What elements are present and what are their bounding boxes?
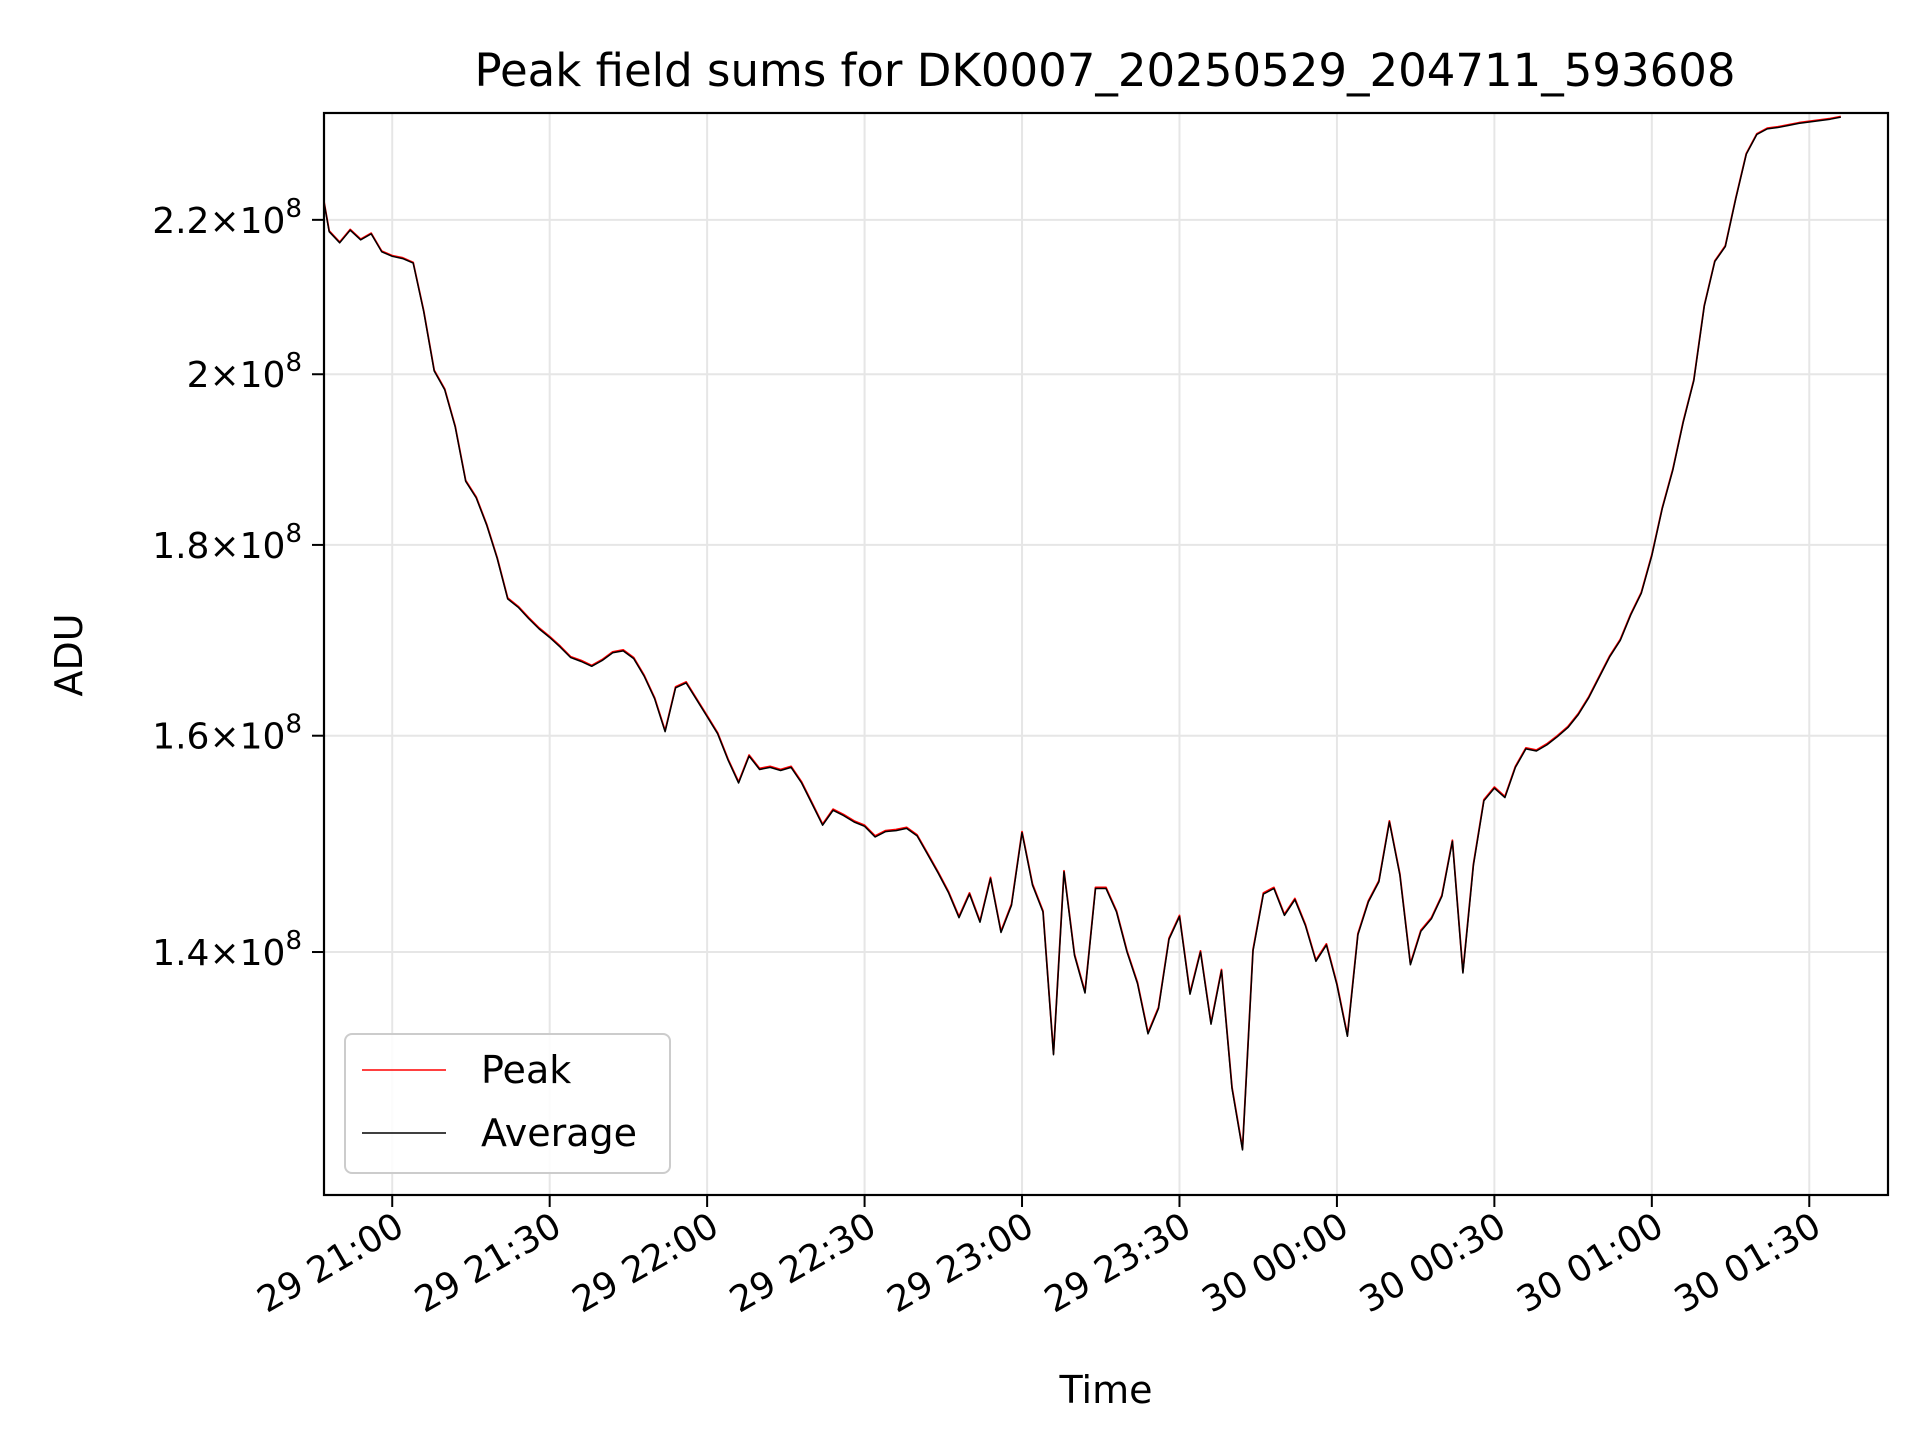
y-tick-exponent: 8 (285, 519, 302, 549)
x-axis-label: Time (1059, 1368, 1153, 1412)
y-tick-times: ×10 (209, 933, 285, 974)
y-tick-times: ×10 (209, 355, 285, 396)
y-tick-exponent: 8 (285, 348, 302, 378)
chart-title: Peak field sums for DK0007_20250529_2047… (474, 44, 1735, 97)
grid-lines (324, 113, 1888, 1195)
y-tick-mantissa: 1.6 (152, 717, 209, 758)
y-tick-times: ×10 (209, 526, 285, 567)
y-tick-label: 2.2×108 (152, 194, 302, 242)
series-line-average (323, 116, 1841, 1151)
legend-label-peak: Peak (481, 1048, 571, 1092)
y-tick-mantissa: 1.4 (152, 933, 209, 974)
y-tick-exponent: 8 (285, 194, 302, 224)
y-tick-mantissa: 2.2 (152, 201, 209, 242)
y-tick-times: ×10 (209, 717, 285, 758)
legend-box (344, 1033, 671, 1174)
y-tick-label: 1.8×108 (152, 519, 302, 567)
y-tick-label: 1.4×108 (152, 926, 302, 974)
y-tick-mantissa: 2 (187, 355, 210, 396)
y-tick-times: ×10 (209, 201, 285, 242)
legend: Peak Average (344, 1033, 671, 1174)
y-tick-exponent: 8 (285, 710, 302, 740)
series-layer (323, 115, 1841, 1151)
y-tick-label: 1.6×108 (152, 710, 302, 758)
y-axis-label: ADU (47, 613, 91, 696)
plot-frame (322, 111, 1890, 1197)
y-tick-label: 2×108 (187, 348, 302, 396)
y-tick-mantissa: 1.8 (152, 526, 209, 567)
legend-label-average: Average (481, 1111, 637, 1155)
y-tick-exponent: 8 (285, 926, 302, 956)
